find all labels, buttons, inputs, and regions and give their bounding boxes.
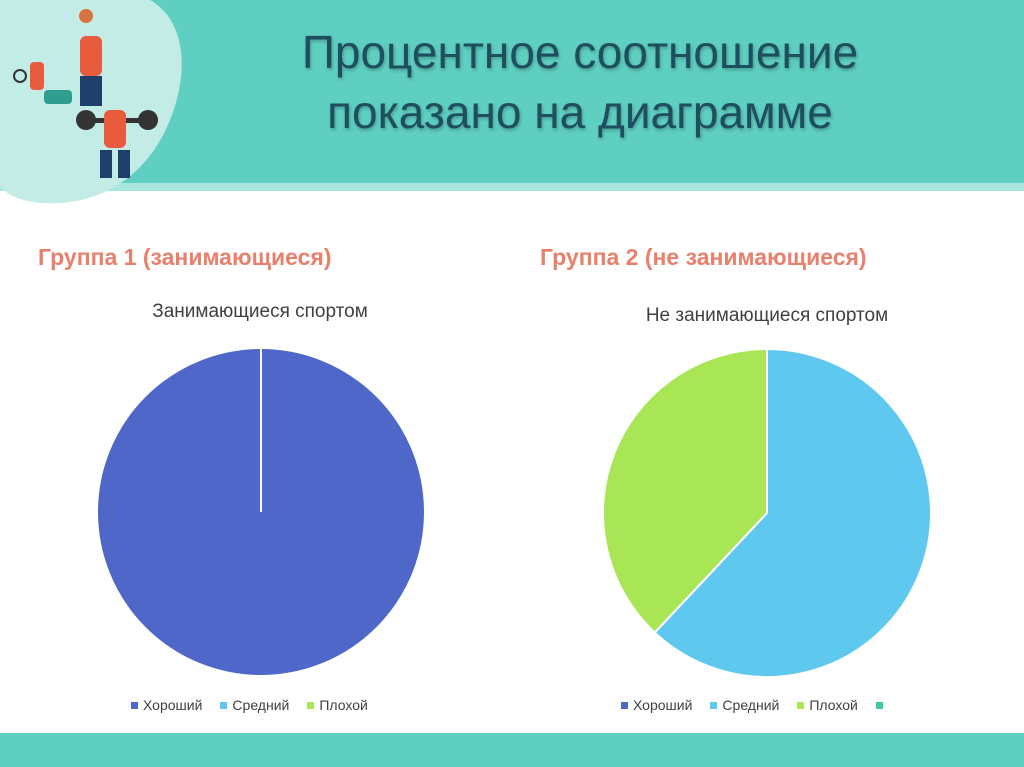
chart-1-legend-label-good: Хороший xyxy=(143,697,203,713)
chart-1-legend: Хороший Средний Плохой xyxy=(131,697,368,713)
chart-2-slice-bad xyxy=(602,347,768,634)
chart-2-legend-item-medium: Средний xyxy=(710,697,779,713)
slide-title-line1: Процентное соотношение xyxy=(301,26,859,78)
chart-2-legend-item-bad: Плохой xyxy=(797,697,858,713)
chart-2-legend-label-good: Хороший xyxy=(633,697,693,713)
chart-2-legend-label-bad: Плохой xyxy=(809,697,858,713)
chart-2-legend-swatch-good xyxy=(621,701,628,709)
chart-1-legend-swatch-good xyxy=(131,701,138,709)
chart-1-legend-item-good: Хороший xyxy=(131,697,202,713)
header-divider xyxy=(0,183,1024,191)
chart-2-legend-swatch-medium xyxy=(710,701,718,709)
group-2-title: Группа 2 (не занимающиеся) xyxy=(540,244,867,270)
chart-2-legend-item-extra xyxy=(875,697,888,713)
chart-2-legend: Хороший Средний Плохой xyxy=(621,697,888,713)
slide-title: Процентное соотношение показано на диагр… xyxy=(200,22,960,142)
chart-1-legend-item-medium: Средний xyxy=(220,697,289,713)
chart-2-legend-label-medium: Средний xyxy=(722,697,780,713)
slide-title-line2: показано на диаграмме xyxy=(327,86,833,138)
athletes-illustration-icon xyxy=(0,0,182,204)
chart-2-pie xyxy=(602,347,932,678)
chart-1-pie xyxy=(96,347,426,677)
chart-1-legend-swatch-medium xyxy=(220,701,228,709)
chart-2-title: Не занимающиеся спортом xyxy=(645,305,889,326)
group-1-title: Группа 1 (занимающиеся) xyxy=(38,244,332,270)
chart-2-legend-swatch-bad xyxy=(797,701,805,709)
chart-1-title: Занимающиеся спортом xyxy=(152,301,368,322)
chart-1-legend-item-bad: Плохой xyxy=(307,697,368,713)
footer-band xyxy=(0,733,1024,767)
chart-1-legend-label-bad: Плохой xyxy=(319,697,368,713)
chart-1-legend-swatch-bad xyxy=(307,701,315,709)
chart-1-legend-label-medium: Средний xyxy=(232,697,290,713)
chart-2-legend-item-good: Хороший xyxy=(621,697,692,713)
chart-2-slice-medium xyxy=(653,347,932,678)
chart-2-legend-swatch-extra xyxy=(875,701,883,709)
